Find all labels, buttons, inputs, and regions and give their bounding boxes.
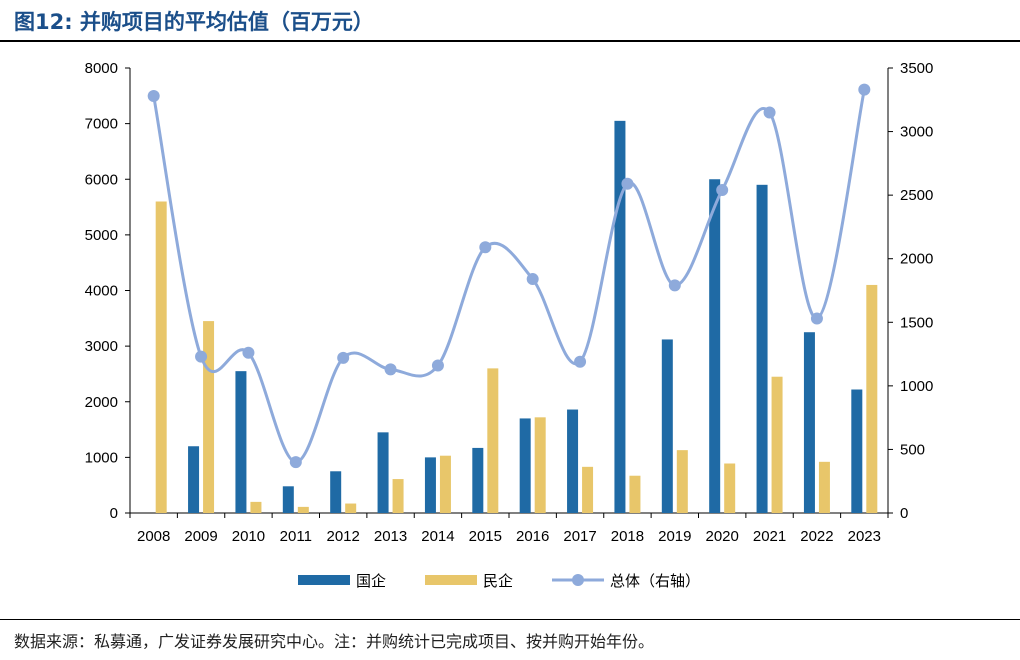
left-tick-label: 0 — [110, 505, 118, 522]
legend-marker-total — [572, 574, 584, 586]
right-tick-label: 500 — [900, 441, 925, 458]
bar-soe — [188, 446, 200, 513]
source-note: 数据来源：私募通，广发证券发展研究中心。注：并购统计已完成项目、按并购开始年份。 — [14, 632, 655, 651]
total-point — [668, 279, 681, 292]
x-tick-label: 2012 — [327, 528, 360, 545]
right-tick-label: 3500 — [900, 60, 933, 77]
bar-private — [866, 284, 878, 513]
bar-private — [534, 417, 546, 513]
left-tick-label: 4000 — [85, 283, 118, 300]
x-tick-label: 2020 — [706, 528, 739, 545]
bars-layer — [155, 120, 878, 513]
x-tick-label: 2015 — [469, 528, 502, 545]
total-point — [242, 346, 255, 359]
bar-private — [818, 461, 830, 513]
left-tick-label: 5000 — [85, 227, 118, 244]
axes-layer: 0 1000 2000 3000 4000 5000 6000 7000 8000 0 500 100… — [85, 60, 934, 545]
bar-private — [155, 201, 167, 513]
total-point — [810, 312, 823, 325]
bar-private — [345, 503, 357, 513]
total-point — [479, 241, 492, 254]
chart-title: 图12: 并购项目的平均估值（百万元） — [14, 10, 374, 34]
right-tick-label: 2500 — [900, 187, 933, 204]
right-tick-label: 3000 — [900, 124, 933, 141]
bar-private — [203, 321, 215, 513]
x-tick-label: 2018 — [611, 528, 644, 545]
x-tick-label: 2011 — [280, 528, 312, 545]
total-point — [716, 184, 729, 197]
bar-private — [487, 368, 499, 513]
bar-private — [250, 501, 262, 513]
bar-soe — [851, 389, 863, 513]
total-point — [289, 456, 302, 469]
total-point — [147, 89, 160, 102]
bar-soe — [424, 457, 436, 513]
left-tick-label: 8000 — [85, 60, 118, 77]
bar-soe — [803, 332, 815, 513]
total-point — [384, 363, 397, 376]
bar-private — [392, 479, 404, 513]
left-tick-label: 2000 — [85, 394, 118, 411]
total-point — [195, 350, 208, 363]
legend-swatch-private — [425, 575, 477, 585]
legend-label-soe: 国企 — [356, 572, 386, 590]
bar-soe — [519, 418, 531, 513]
bar-soe — [709, 179, 721, 513]
right-tick-label: 2000 — [900, 251, 933, 268]
bar-soe — [235, 371, 247, 513]
x-tick-label: 2013 — [374, 528, 407, 545]
bar-private — [676, 450, 688, 513]
x-tick-label: 2010 — [232, 528, 265, 545]
bar-private — [439, 455, 451, 513]
total-point — [337, 351, 350, 364]
bar-soe — [282, 486, 294, 513]
x-tick-label: 2023 — [848, 528, 881, 545]
legend: 国企 民企 总体（右轴） — [298, 572, 700, 590]
total-point — [763, 106, 776, 119]
left-tick-label: 1000 — [85, 449, 118, 466]
footer-divider — [0, 619, 1020, 620]
x-tick-label: 2016 — [516, 528, 549, 545]
right-tick-label: 0 — [900, 505, 908, 522]
bar-soe — [614, 120, 626, 513]
x-tick-label: 2022 — [800, 528, 833, 545]
x-tick-label: 2009 — [184, 528, 217, 545]
bar-private — [724, 463, 736, 513]
total-point — [431, 359, 444, 372]
left-tick-label: 3000 — [85, 338, 118, 355]
chart-canvas: 0 1000 2000 3000 4000 5000 6000 7000 8000 0 500 100… — [85, 60, 934, 590]
title-divider — [0, 40, 1020, 42]
right-tick-label: 1000 — [900, 378, 933, 395]
x-tick-label: 2021 — [753, 528, 786, 545]
line-layer — [147, 83, 871, 469]
total-point — [621, 177, 634, 190]
bar-soe — [472, 447, 484, 513]
left-tick-label: 7000 — [85, 116, 118, 133]
x-tick-label: 2014 — [421, 528, 454, 545]
x-tick-label: 2019 — [658, 528, 691, 545]
bar-private — [629, 475, 641, 513]
x-tick-label: 2017 — [563, 528, 596, 545]
bar-private — [771, 376, 783, 513]
bar-soe — [661, 339, 673, 513]
total-point — [574, 355, 587, 368]
legend-label-private: 民企 — [483, 572, 513, 590]
bar-soe — [567, 409, 579, 513]
bar-private — [297, 506, 309, 513]
left-tick-label: 6000 — [85, 171, 118, 188]
x-tick-label: 2008 — [137, 528, 170, 545]
total-point — [858, 83, 871, 96]
legend-swatch-soe — [298, 575, 350, 585]
bar-soe — [756, 184, 768, 513]
total-point — [526, 273, 539, 286]
bar-soe — [330, 471, 342, 513]
bar-soe — [377, 432, 389, 513]
bar-private — [582, 466, 594, 513]
right-tick-label: 1500 — [900, 314, 933, 331]
legend-label-total: 总体（右轴） — [610, 572, 700, 590]
